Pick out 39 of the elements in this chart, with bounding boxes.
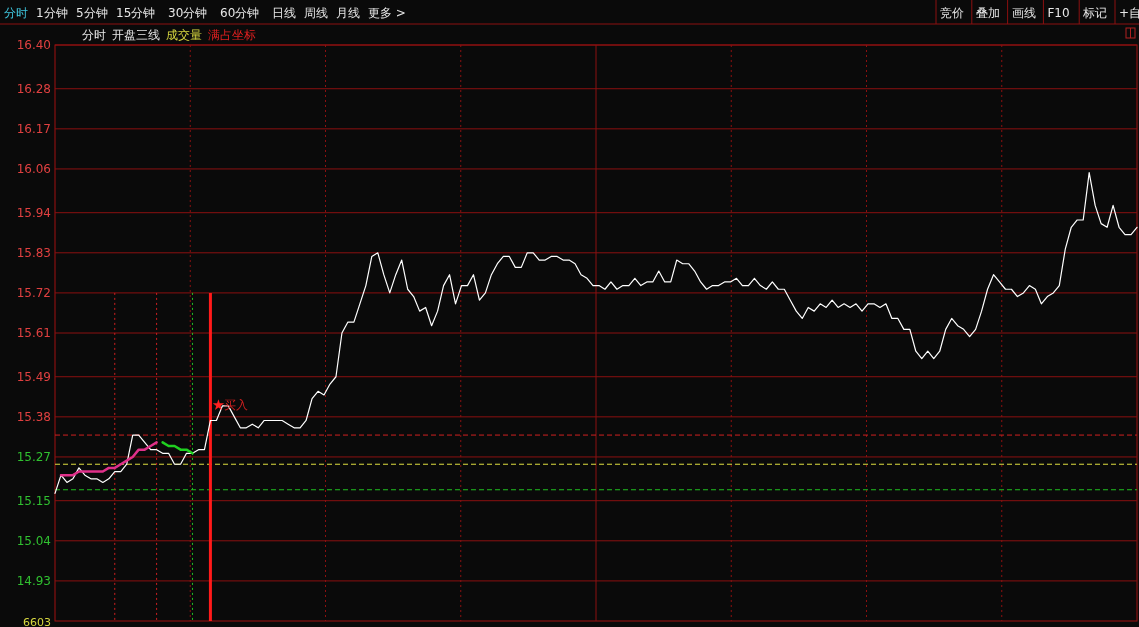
y-tick-label: 15.38 [16,410,51,425]
text: 周线 [304,6,328,20]
text: 30分钟 [168,6,208,20]
y-tick-label: 15.27 [16,450,51,465]
line-series [59,441,158,477]
y-tick-label: 16.06 [16,162,51,177]
text: 叠加 [975,6,1000,20]
text: 满占坐标 [208,28,256,42]
y-tick-label: 15.72 [16,286,51,301]
text: 标记 [1082,6,1108,20]
y-tick-label: 15.49 [16,369,51,384]
text: +自 [1119,6,1139,20]
text: 5分钟 [76,6,108,20]
text: 成交量 [166,28,202,42]
y-tick-label: 15.83 [16,246,51,260]
text: 分时 [82,28,106,42]
y-tick-label: 15.61 [16,326,51,341]
text: 分时 [4,6,28,20]
annotation: 买入 [224,398,249,413]
text: 竞价 [940,6,964,20]
y-tick-label: 15.94 [16,205,51,220]
y-tick-label: 15.04 [16,534,51,548]
text: 6603 [23,615,51,627]
line-series [54,172,1138,495]
y-tick-label: 14.93 [16,574,51,589]
text: 开盘三线 [112,28,160,42]
y-tick-label: 16.17 [16,122,51,137]
y-tick-label: 15.15 [16,493,51,508]
text: 更多 > [368,6,406,20]
text: 画线 [1011,6,1036,20]
text: F10 [1047,6,1070,20]
text: 1分钟 [36,6,68,20]
text: 15分钟 [116,6,156,20]
text: 60分钟 [220,6,260,20]
y-tick-label: 16.40 [16,38,51,53]
text: 月线 [336,6,360,20]
line-series [161,441,194,455]
y-tick-label: 16.28 [16,81,51,96]
text: 日线 [272,6,296,20]
